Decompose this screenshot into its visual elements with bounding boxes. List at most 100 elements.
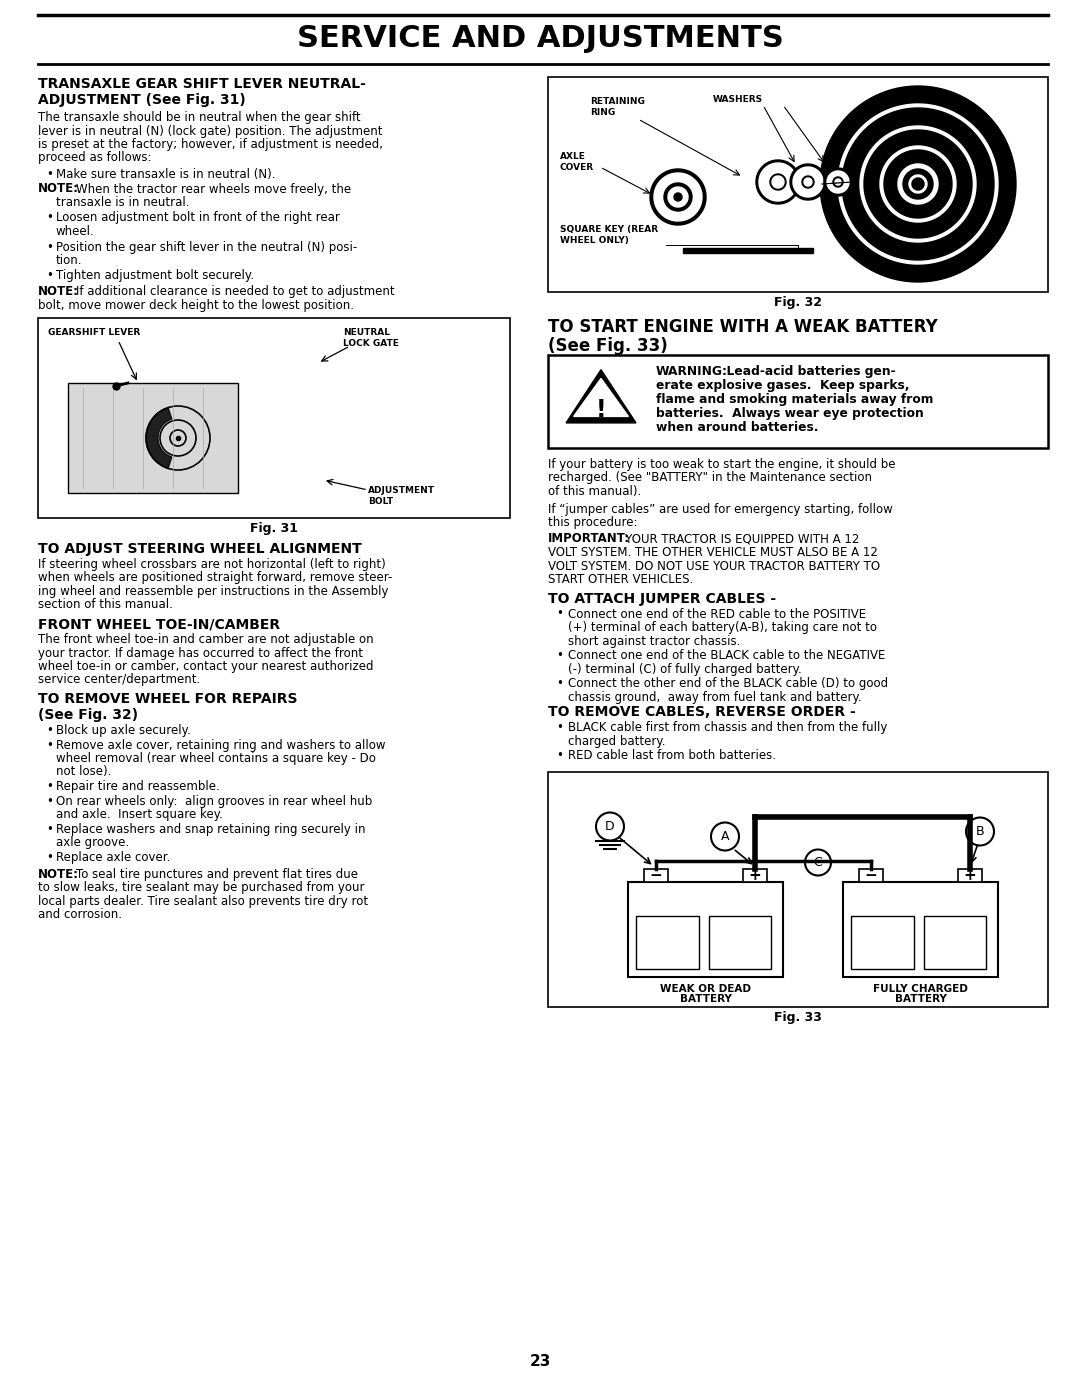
Text: and axle.  Insert square key.: and axle. Insert square key.	[56, 807, 222, 821]
Polygon shape	[650, 169, 706, 225]
Text: •: •	[556, 721, 563, 733]
Polygon shape	[802, 176, 814, 189]
Text: •: •	[46, 211, 53, 225]
Polygon shape	[842, 108, 994, 260]
Text: NOTE:: NOTE:	[38, 285, 79, 298]
Bar	[683, 249, 813, 253]
Text: Connect the other end of the BLACK cable (D) to good: Connect the other end of the BLACK cable…	[568, 678, 888, 690]
Text: •: •	[46, 168, 53, 182]
Text: not lose).: not lose).	[56, 766, 111, 778]
Bar	[636, 916, 699, 968]
Text: RING: RING	[590, 108, 616, 117]
Text: •: •	[46, 780, 53, 793]
Polygon shape	[827, 170, 849, 193]
Polygon shape	[880, 147, 956, 222]
Text: !: !	[596, 398, 606, 422]
Text: section of this manual.: section of this manual.	[38, 598, 173, 612]
Polygon shape	[674, 193, 681, 201]
Text: WARNING:: WARNING:	[656, 365, 728, 379]
Text: tion.: tion.	[56, 254, 82, 267]
Text: LOCK GATE: LOCK GATE	[343, 339, 399, 348]
Bar	[708, 916, 771, 968]
Text: local parts dealer. Tire sealant also prevents tire dry rot: local parts dealer. Tire sealant also pr…	[38, 895, 368, 908]
Text: Remove axle cover, retaining ring and washers to allow: Remove axle cover, retaining ring and wa…	[56, 739, 386, 752]
Text: TO ATTACH JUMPER CABLES -: TO ATTACH JUMPER CABLES -	[548, 591, 777, 605]
Text: Fig. 32: Fig. 32	[774, 296, 822, 309]
Text: when wheels are positioned straight forward, remove steer-: when wheels are positioned straight forw…	[38, 571, 392, 584]
Text: •: •	[46, 851, 53, 863]
Text: NOTE:: NOTE:	[38, 868, 79, 882]
Text: Replace axle cover.: Replace axle cover.	[56, 851, 171, 863]
Text: •: •	[46, 739, 53, 752]
Text: •: •	[46, 823, 53, 835]
Text: BLACK cable first from chassis and then from the fully: BLACK cable first from chassis and then …	[568, 721, 888, 733]
Text: TO START ENGINE WITH A WEAK BATTERY: TO START ENGINE WITH A WEAK BATTERY	[548, 319, 937, 337]
Bar	[843, 882, 998, 977]
Text: NEUTRAL: NEUTRAL	[343, 328, 390, 337]
Text: WASHERS: WASHERS	[713, 95, 764, 103]
Polygon shape	[669, 187, 688, 207]
Text: TRANSAXLE GEAR SHIFT LEVER NEUTRAL-: TRANSAXLE GEAR SHIFT LEVER NEUTRAL-	[38, 77, 366, 91]
Bar	[68, 383, 238, 493]
Text: •: •	[46, 795, 53, 807]
Text: Connect one end of the BLACK cable to the NEGATIVE: Connect one end of the BLACK cable to th…	[568, 650, 886, 662]
Text: Block up axle securely.: Block up axle securely.	[56, 724, 191, 738]
Bar	[859, 869, 883, 882]
Text: charged battery.: charged battery.	[568, 735, 665, 747]
Text: The transaxle should be in neutral when the gear shift: The transaxle should be in neutral when …	[38, 110, 361, 124]
Bar	[644, 869, 669, 882]
Polygon shape	[146, 408, 172, 468]
Bar	[548, 355, 1048, 448]
Text: COVER: COVER	[561, 163, 594, 172]
Circle shape	[711, 823, 739, 851]
Polygon shape	[903, 169, 933, 198]
Text: •: •	[46, 724, 53, 738]
Polygon shape	[759, 163, 797, 201]
Text: WHEEL ONLY): WHEEL ONLY)	[561, 236, 629, 244]
Circle shape	[966, 817, 994, 845]
Text: Replace washers and snap retaining ring securely in: Replace washers and snap retaining ring …	[56, 823, 365, 835]
Text: If “jumper cables” are used for emergency starting, follow: If “jumper cables” are used for emergenc…	[548, 503, 893, 515]
Text: axle groove.: axle groove.	[56, 835, 130, 849]
Polygon shape	[573, 379, 629, 416]
Text: On rear wheels only:  align grooves in rear wheel hub: On rear wheels only: align grooves in re…	[56, 795, 373, 807]
Text: wheel.: wheel.	[56, 225, 95, 237]
Text: Loosen adjustment bolt in front of the right rear: Loosen adjustment bolt in front of the r…	[56, 211, 340, 225]
Polygon shape	[804, 177, 812, 186]
Polygon shape	[824, 168, 852, 196]
Text: bolt, move mower deck height to the lowest position.: bolt, move mower deck height to the lowe…	[38, 299, 354, 312]
Text: (See Fig. 33): (See Fig. 33)	[548, 337, 667, 355]
Text: Position the gear shift lever in the neutral (N) posi-: Position the gear shift lever in the neu…	[56, 240, 357, 253]
Text: recharged. (See "BATTERY" in the Maintenance section: recharged. (See "BATTERY" in the Mainten…	[548, 472, 872, 485]
Text: transaxle is in neutral.: transaxle is in neutral.	[56, 196, 189, 210]
Text: A: A	[720, 830, 729, 842]
Text: •: •	[556, 608, 563, 620]
Text: WEAK OR DEAD: WEAK OR DEAD	[660, 985, 751, 995]
Text: to slow leaks, tire sealant may be purchased from your: to slow leaks, tire sealant may be purch…	[38, 882, 365, 894]
Polygon shape	[864, 130, 972, 237]
Text: •: •	[556, 749, 563, 761]
Text: short against tractor chassis.: short against tractor chassis.	[568, 634, 741, 647]
Circle shape	[805, 849, 831, 876]
Text: of this manual).: of this manual).	[548, 485, 642, 497]
Text: To seal tire punctures and prevent flat tires due: To seal tire punctures and prevent flat …	[76, 868, 357, 882]
Text: BOLT: BOLT	[368, 497, 393, 506]
Polygon shape	[897, 163, 939, 204]
Text: RED cable last from both batteries.: RED cable last from both batteries.	[568, 749, 777, 761]
Text: batteries.  Always wear eye protection: batteries. Always wear eye protection	[656, 407, 923, 420]
Text: If steering wheel crossbars are not horizontal (left to right): If steering wheel crossbars are not hori…	[38, 557, 386, 571]
Text: service center/department.: service center/department.	[38, 673, 200, 686]
Text: +: +	[963, 868, 976, 883]
Text: erate explosive gases.  Keep sparks,: erate explosive gases. Keep sparks,	[656, 379, 909, 393]
Text: is preset at the factory; however, if adjustment is needed,: is preset at the factory; however, if ad…	[38, 138, 383, 151]
Polygon shape	[793, 168, 823, 197]
Text: GEARSHIFT LEVER: GEARSHIFT LEVER	[48, 328, 140, 337]
Text: AXLE: AXLE	[561, 152, 585, 161]
Text: Fig. 31: Fig. 31	[249, 522, 298, 535]
Text: −: −	[650, 868, 662, 883]
Text: BATTERY: BATTERY	[894, 995, 946, 1004]
Polygon shape	[770, 175, 786, 190]
Text: Connect one end of the RED cable to the POSITIVE: Connect one end of the RED cable to the …	[568, 608, 866, 620]
Polygon shape	[833, 177, 843, 187]
Text: C: C	[813, 856, 822, 869]
